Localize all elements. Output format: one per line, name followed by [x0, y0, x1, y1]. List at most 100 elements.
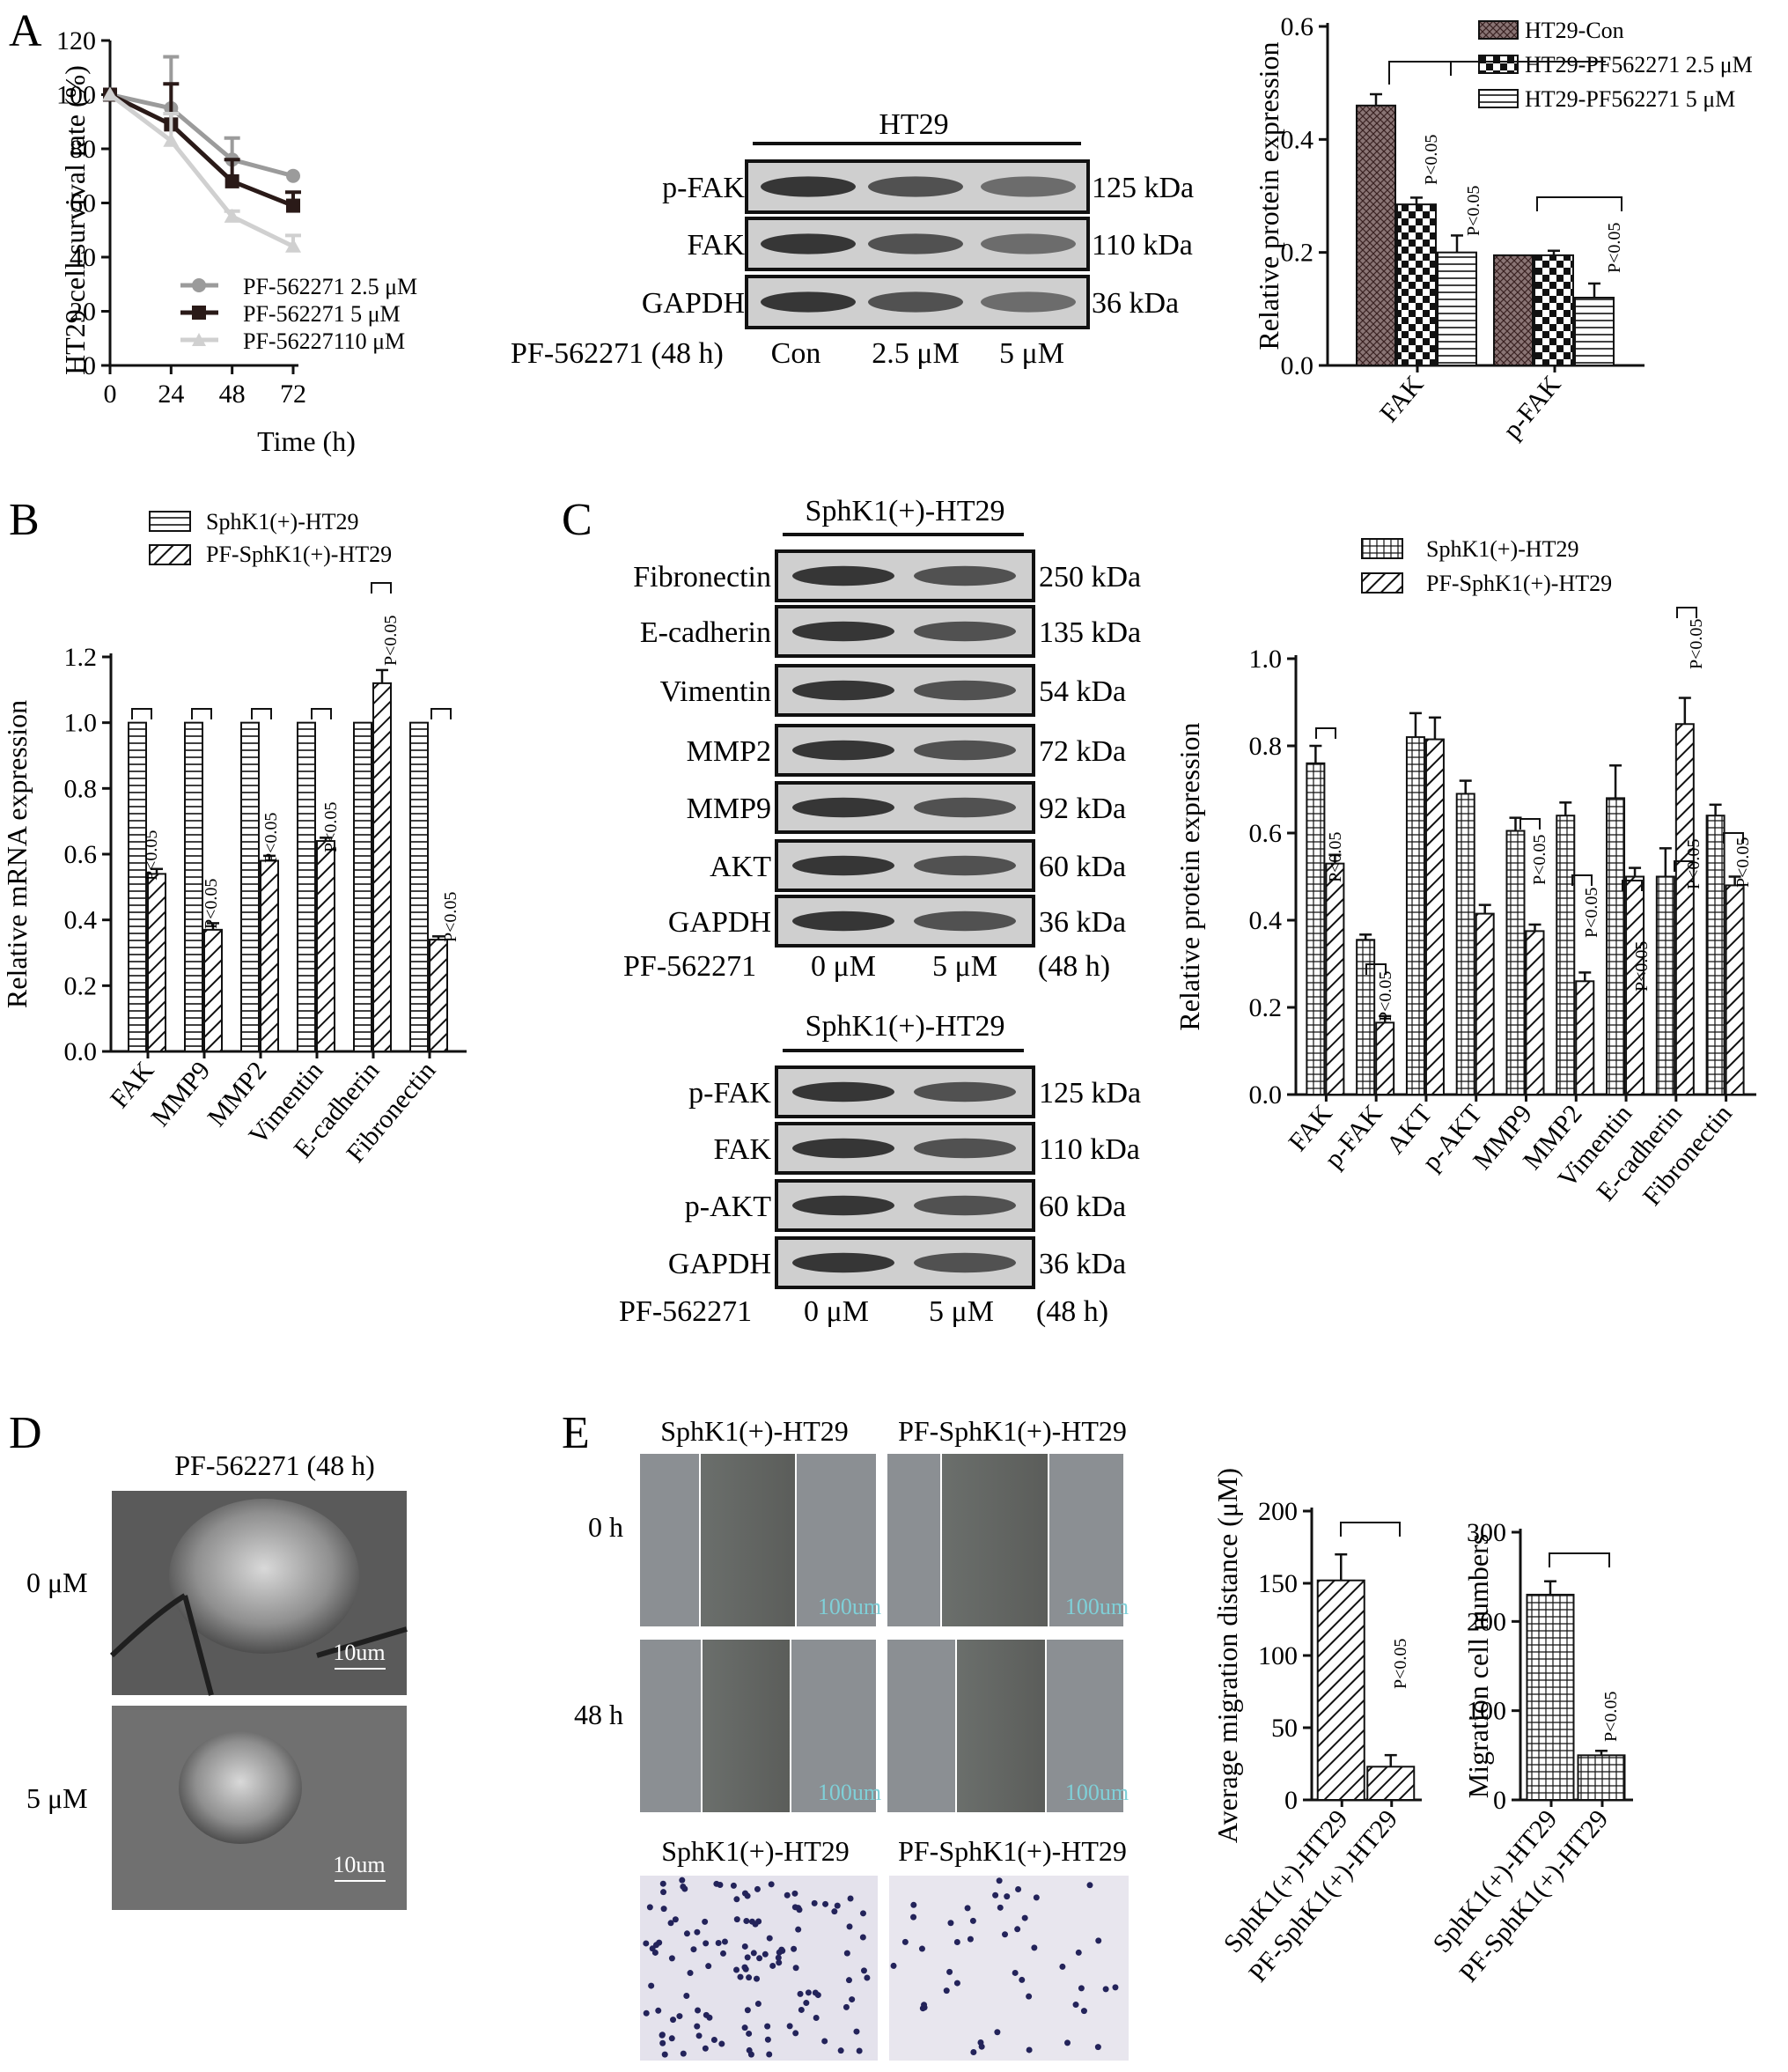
transwell-cell [947, 1920, 954, 1927]
legend-marker-square [192, 306, 206, 320]
transwell-cell [864, 1974, 871, 1981]
transwell-cell [992, 1891, 999, 1899]
bar-legend-swatch [1361, 572, 1403, 594]
sig-bracket [1365, 963, 1387, 975]
wound-gap [956, 1640, 1046, 1812]
transwell-cell [845, 1977, 852, 1984]
blot-band [981, 291, 1076, 313]
transwell-cell [643, 2009, 650, 2017]
bar-ytick-label: 0.4 [1281, 125, 1314, 154]
panel-label-c: C [562, 495, 592, 545]
transwell-cell [805, 1989, 812, 1996]
transwell-cell [784, 1891, 791, 1899]
bar [184, 721, 203, 1053]
transwell-cell [659, 2031, 666, 2039]
transwell-cell [680, 1883, 687, 1890]
blot-band [914, 855, 1016, 876]
bar [1366, 1766, 1416, 1802]
bar-ytick-label: 0.6 [1249, 819, 1283, 848]
blot-row-kda: 36 kDa [1039, 1248, 1126, 1280]
bar-legend-label: PF-SphK1(+)-HT29 [1426, 571, 1612, 596]
line-ytick-label: 100 [56, 81, 96, 110]
line-xtick-label: 0 [104, 380, 117, 409]
bar-legend-label: SphK1(+)-HT29 [1426, 536, 1579, 562]
transwell-cell [768, 1881, 775, 1888]
sig-label: P<0.05 [441, 892, 460, 942]
sem-row-5um: 5 μM [26, 1782, 88, 1814]
transwell-cell [719, 1950, 726, 1957]
bar-ytick-label: 0.2 [64, 971, 98, 1000]
line-ytick-label: 120 [56, 26, 96, 55]
bar-category-label: FAK [1374, 370, 1430, 428]
bar [1505, 830, 1526, 1096]
transwell-cell [762, 1950, 769, 1958]
bar-ytick-label: 0 [1284, 1786, 1298, 1815]
transwell-cell [853, 2028, 860, 2035]
blot-band [792, 680, 894, 701]
bar-ytick-label: 0.0 [1281, 351, 1314, 380]
wound-scale-label: 100um [818, 1594, 881, 1619]
blot-row-kda: 110 kDa [1039, 1133, 1140, 1166]
bar-ylabel: Migration cell numbers [1462, 1534, 1494, 1798]
legend-marker-triangle [192, 333, 206, 346]
bar [1725, 884, 1745, 1096]
transwell-cell [702, 1918, 709, 1925]
transwell-cell [778, 1946, 785, 1953]
blot-row-label: Vimentin [660, 675, 771, 708]
line-series-2 [108, 92, 295, 248]
blot-row-kda: 72 kDa [1039, 735, 1126, 768]
transwell-cell [1059, 1963, 1066, 1970]
bar-category-label: p-FAK [1319, 1099, 1388, 1174]
transwell-cell [752, 1921, 759, 1928]
blot-band [868, 233, 963, 254]
wound-scale-label: 100um [1065, 1780, 1129, 1805]
sig-label: P<0.05 [1684, 839, 1703, 889]
bar-ytick-label: 100 [1258, 1641, 1298, 1670]
wound-scale-label: 100um [818, 1780, 881, 1805]
sig-label: P<0.05 [1376, 971, 1395, 1021]
transwell-cell [754, 2001, 762, 2008]
bar-ytick-label: 200 [1467, 1607, 1506, 1636]
transwell-cell [1015, 1886, 1022, 1893]
sem-scale-label-0um: 10um [333, 1640, 385, 1665]
bar [316, 840, 335, 1052]
transwell-cell [741, 1890, 748, 1897]
blot-band [761, 176, 856, 197]
blot-row-kda: 60 kDa [1039, 1191, 1126, 1223]
transwell-cell [1021, 1914, 1028, 1921]
bar-ytick-label: 0 [1493, 1786, 1506, 1815]
transwell-cell [754, 1885, 761, 1892]
transwell-cell [791, 1945, 798, 1952]
transwell-cell [703, 1940, 710, 1947]
transwell-cell [670, 2017, 677, 2024]
blot-c1-lane-2: 5 μM [932, 950, 997, 983]
transwell-cell [733, 1916, 740, 1923]
transwell-cell [1026, 2046, 1033, 2054]
transwell-cell [859, 1910, 866, 1917]
bar [409, 721, 429, 1053]
bar [353, 721, 372, 1053]
sem-row-0um: 0 μM [26, 1567, 88, 1598]
transwell-cell [687, 1970, 694, 1977]
bar [1356, 104, 1396, 366]
wound-gap [700, 1454, 796, 1626]
transwell-cell [766, 1935, 773, 1942]
transwell-cell [668, 2035, 675, 2042]
transwell-cell [860, 1967, 867, 1974]
bar-category-label: p-FAK [1497, 370, 1567, 445]
bar [1325, 862, 1345, 1096]
transwell-cell [1014, 1926, 1021, 1933]
transwell-cell [715, 1939, 722, 1946]
transwell-cell [655, 2007, 662, 2014]
transwell-cell [796, 1906, 803, 1913]
transwell-cell [977, 2039, 984, 2046]
wound-col-2-label: PF-SphK1(+)-HT29 [898, 1415, 1127, 1447]
bar [1375, 1021, 1395, 1095]
blot-band [792, 1252, 894, 1273]
bar [260, 859, 279, 1053]
bar-legend-swatch [1478, 89, 1519, 108]
blot-row-label: MMP9 [687, 793, 771, 825]
transwell-cell [792, 1965, 799, 1972]
blot-band [914, 621, 1016, 642]
bar-ytick-label: 0.4 [64, 906, 98, 935]
